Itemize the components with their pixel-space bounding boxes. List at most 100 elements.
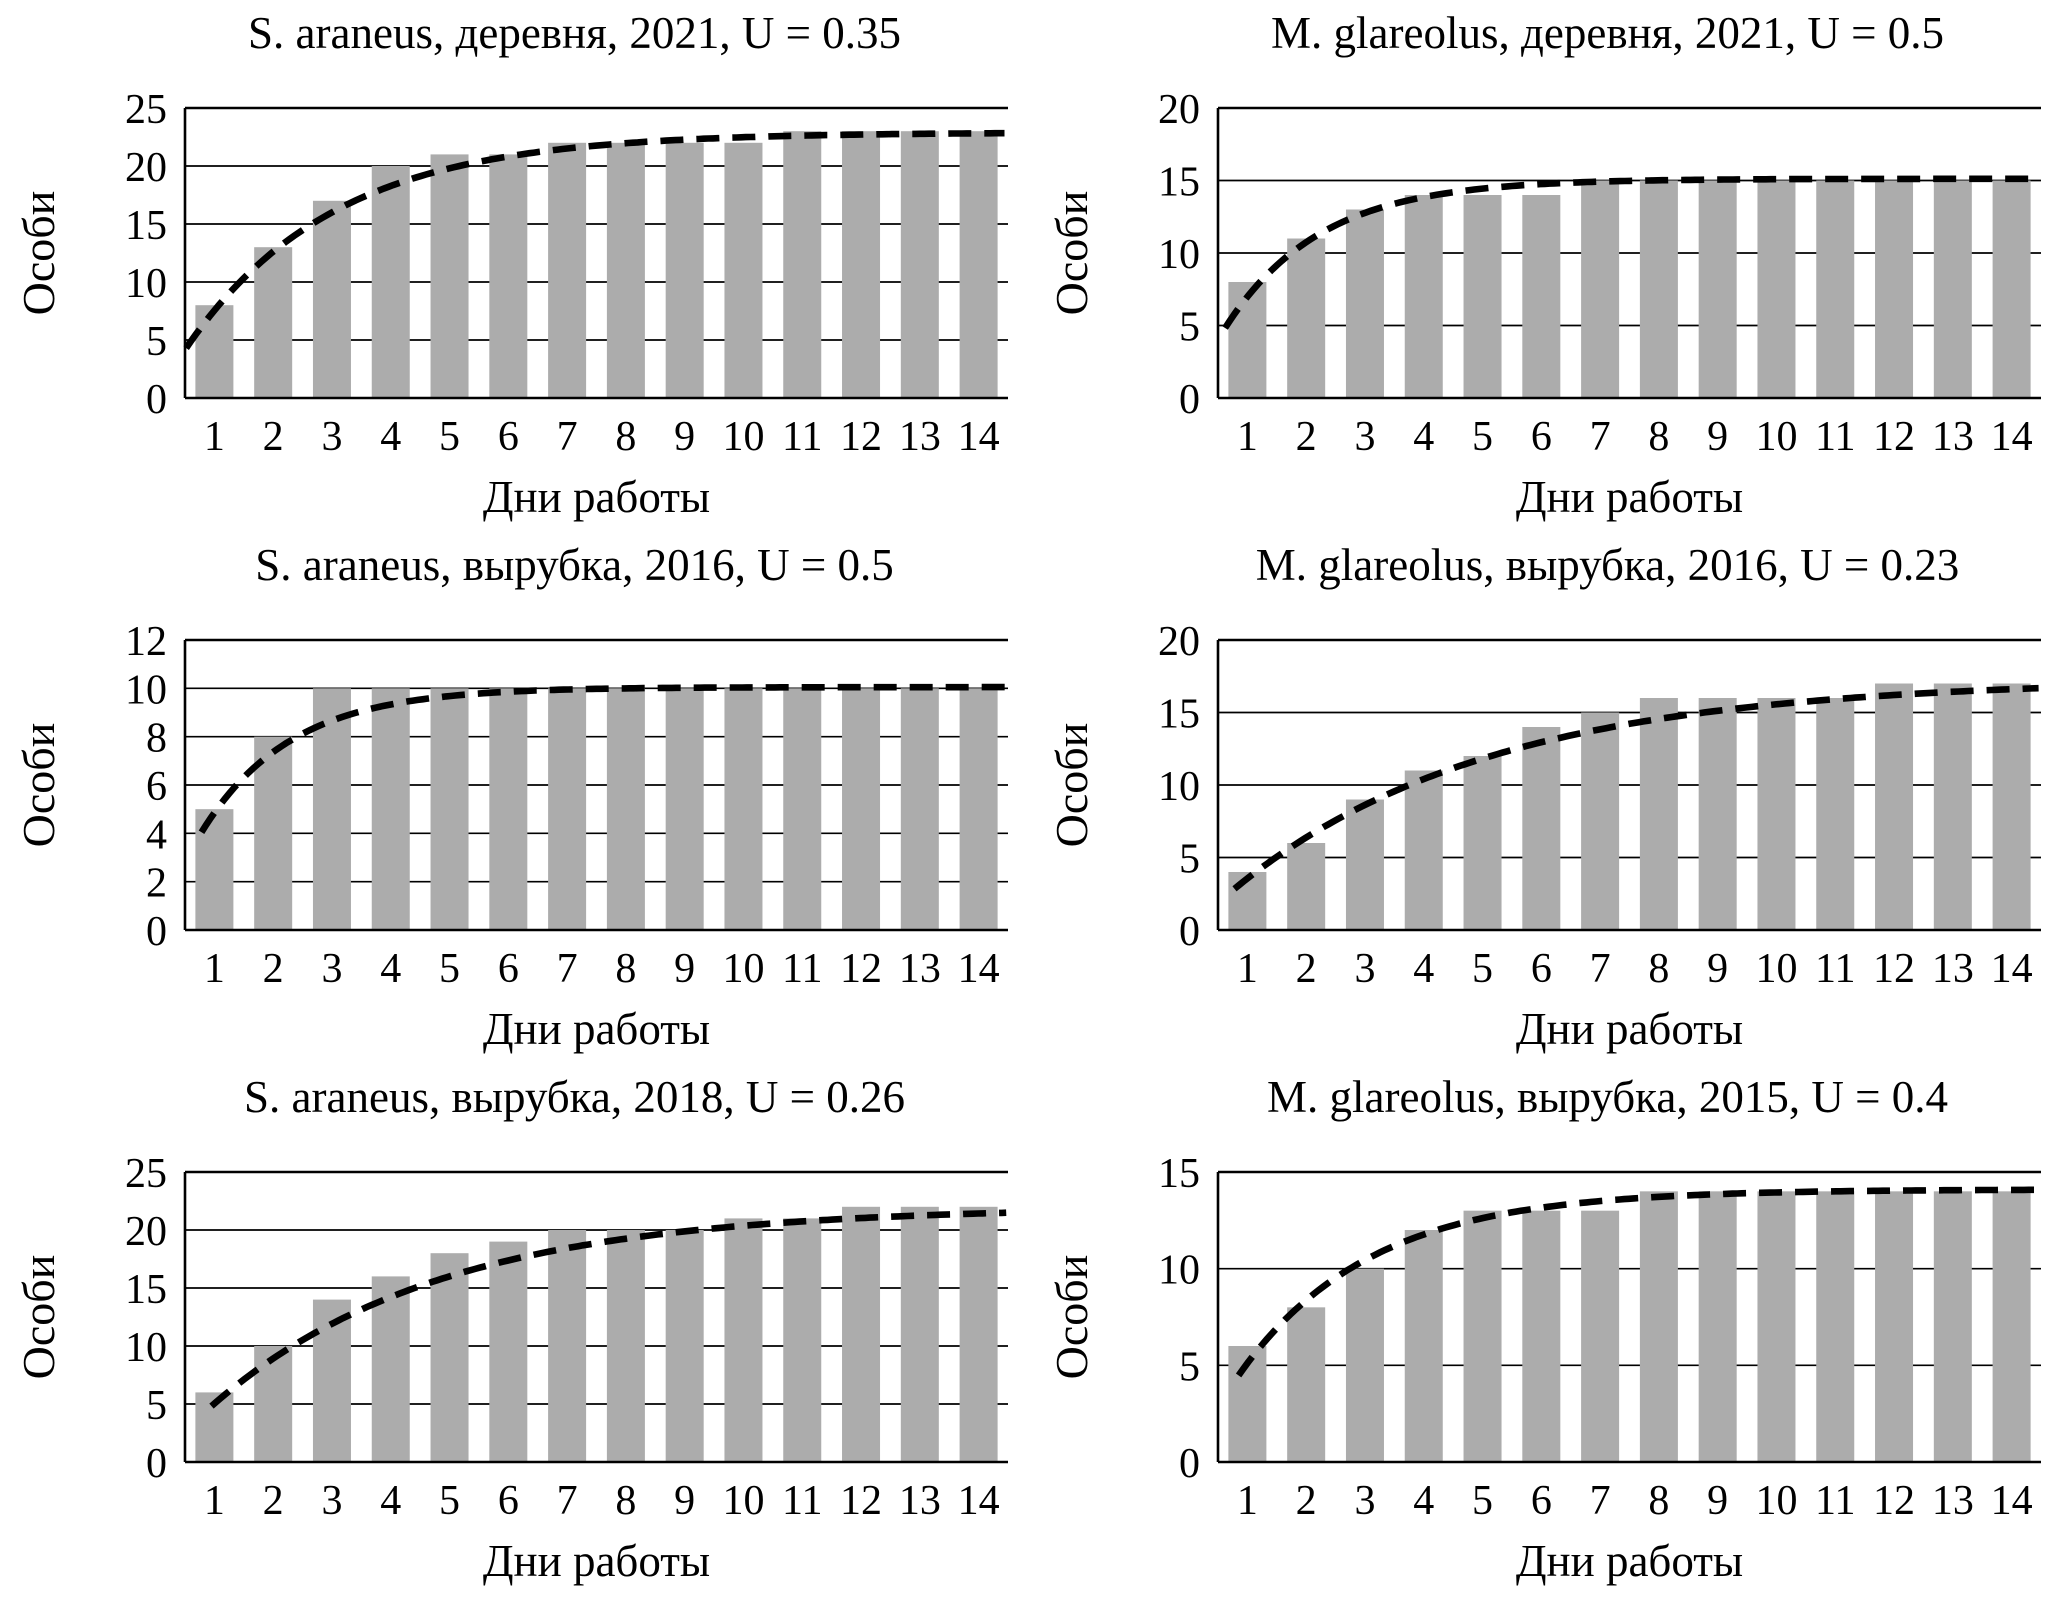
x-tick-label: 9 [1707, 414, 1728, 460]
x-tick-label: 6 [1531, 946, 1552, 992]
bar-day-8 [606, 142, 645, 398]
bar-day-8 [1639, 1191, 1678, 1462]
x-axis-label: Дни работы [483, 1004, 710, 1054]
bar-day-3 [1345, 799, 1384, 930]
x-tick-label: 11 [782, 1478, 822, 1524]
bar-day-12 [1875, 1191, 1914, 1462]
bar-day-2 [1287, 1307, 1326, 1462]
bar-day-9 [665, 688, 704, 930]
y-tick-label: 15 [125, 203, 167, 249]
bar-day-2 [1287, 843, 1326, 930]
bar-day-6 [489, 688, 528, 930]
x-tick-label: 5 [1472, 946, 1493, 992]
bar-day-13 [900, 131, 939, 398]
x-tick-label: 1 [1237, 946, 1258, 992]
x-tick-label: 4 [380, 414, 401, 460]
x-tick-label: 11 [782, 946, 822, 992]
chart-title: M. glareolus, вырубка, 2015, U = 0.4 [1267, 1072, 1948, 1122]
y-tick-label: 5 [1179, 305, 1200, 351]
bar-day-14 [1992, 683, 2031, 930]
bar-day-13 [1933, 180, 1972, 398]
bar-day-10 [1757, 180, 1796, 398]
x-tick-label: 8 [1648, 1478, 1669, 1524]
x-tick-label: 5 [439, 414, 460, 460]
bar-day-6 [1522, 727, 1561, 930]
bar-day-8 [1639, 180, 1678, 398]
chart-title: M. glareolus, деревня, 2021, U = 0.5 [1271, 8, 1944, 58]
y-tick-label: 20 [125, 145, 167, 191]
y-tick-label: 5 [1179, 837, 1200, 883]
bar-day-11 [783, 688, 822, 930]
y-tick-label: 0 [1179, 1441, 1200, 1487]
y-tick-label: 10 [125, 261, 167, 307]
bar-day-12 [1875, 683, 1914, 930]
x-tick-label: 14 [1991, 1478, 2033, 1524]
chart-title: M. glareolus, вырубка, 2016, U = 0.23 [1256, 540, 1959, 590]
x-tick-label: 8 [615, 1478, 636, 1524]
x-tick-label: 14 [1991, 946, 2033, 992]
x-tick-label: 9 [1707, 1478, 1728, 1524]
x-tick-label: 7 [1590, 1478, 1611, 1524]
bar-day-8 [606, 1230, 645, 1462]
x-tick-label: 2 [263, 946, 284, 992]
bar-day-4 [371, 688, 410, 930]
x-tick-label: 6 [498, 414, 519, 460]
bar-day-4 [1404, 195, 1443, 398]
x-tick-label: 14 [958, 1478, 1000, 1524]
bar-day-5 [430, 688, 469, 930]
y-tick-label: 2 [146, 861, 167, 907]
fit-curve [1222, 175, 2039, 330]
x-tick-label: 12 [840, 414, 882, 460]
x-tick-label: 2 [1296, 414, 1317, 460]
fit-curve [198, 683, 1006, 835]
y-tick-label: 6 [146, 764, 167, 810]
y-tick-label: 10 [1158, 232, 1200, 278]
x-tick-label: 11 [1815, 1478, 1855, 1524]
bar-day-10 [724, 1218, 763, 1462]
x-tick-label: 10 [1755, 1478, 1797, 1524]
bar-day-7 [548, 142, 587, 398]
x-tick-label: 3 [321, 946, 342, 992]
x-tick-label: 4 [380, 1478, 401, 1524]
x-axis-label: Дни работы [483, 472, 710, 522]
chart-panel-m-glareolus-vyrubka-2015: 0 5 10 15 1 2 3 4 5 6 7 8 9 10 11 12 13 14 M. glareolus, в… [1033, 1064, 2067, 1597]
bar-day-10 [1757, 1191, 1796, 1462]
x-tick-label: 6 [498, 1478, 519, 1524]
x-tick-label: 2 [263, 414, 284, 460]
bar-day-7 [1581, 712, 1620, 930]
bar-day-13 [1933, 683, 1972, 930]
chart-panel-s-araneus-vyrubka-2018: 0 5 10 15 20 25 1 2 3 4 5 6 7 8 9 10 11 12 13 14 S. araneus,… [0, 1064, 1033, 1597]
bar-day-2 [254, 736, 293, 930]
x-tick-label: 4 [1413, 946, 1434, 992]
bar-day-9 [665, 1230, 704, 1462]
bar-day-11 [783, 131, 822, 398]
chart-title: S. araneus, вырубка, 2016, U = 0.5 [255, 540, 893, 590]
y-tick-label: 0 [146, 1441, 167, 1487]
y-axis-label: Особи [13, 191, 64, 316]
bar-day-14 [959, 1206, 998, 1462]
x-tick-label: 14 [958, 946, 1000, 992]
x-tick-label: 3 [1354, 414, 1375, 460]
x-tick-label: 11 [1815, 414, 1855, 460]
bar-day-6 [489, 1241, 528, 1462]
y-tick-label: 5 [146, 1383, 167, 1429]
x-tick-label: 5 [1472, 414, 1493, 460]
x-tick-label: 7 [557, 414, 578, 460]
bar-day-10 [1757, 698, 1796, 930]
chart-title: S. araneus, деревня, 2021, U = 0.35 [248, 8, 901, 58]
bar-day-4 [1404, 770, 1443, 930]
x-tick-label: 10 [1755, 946, 1797, 992]
bar-day-2 [254, 247, 293, 398]
x-tick-label: 1 [204, 946, 225, 992]
x-tick-label: 12 [840, 946, 882, 992]
x-tick-label: 13 [899, 1478, 941, 1524]
bar-day-13 [900, 688, 939, 930]
bar-day-9 [1698, 698, 1737, 930]
fit-curve [1232, 684, 2039, 892]
x-tick-label: 2 [263, 1478, 284, 1524]
x-tick-label: 1 [1237, 1478, 1258, 1524]
x-tick-label: 14 [1991, 414, 2033, 460]
y-axis-label: Особи [13, 1255, 64, 1380]
